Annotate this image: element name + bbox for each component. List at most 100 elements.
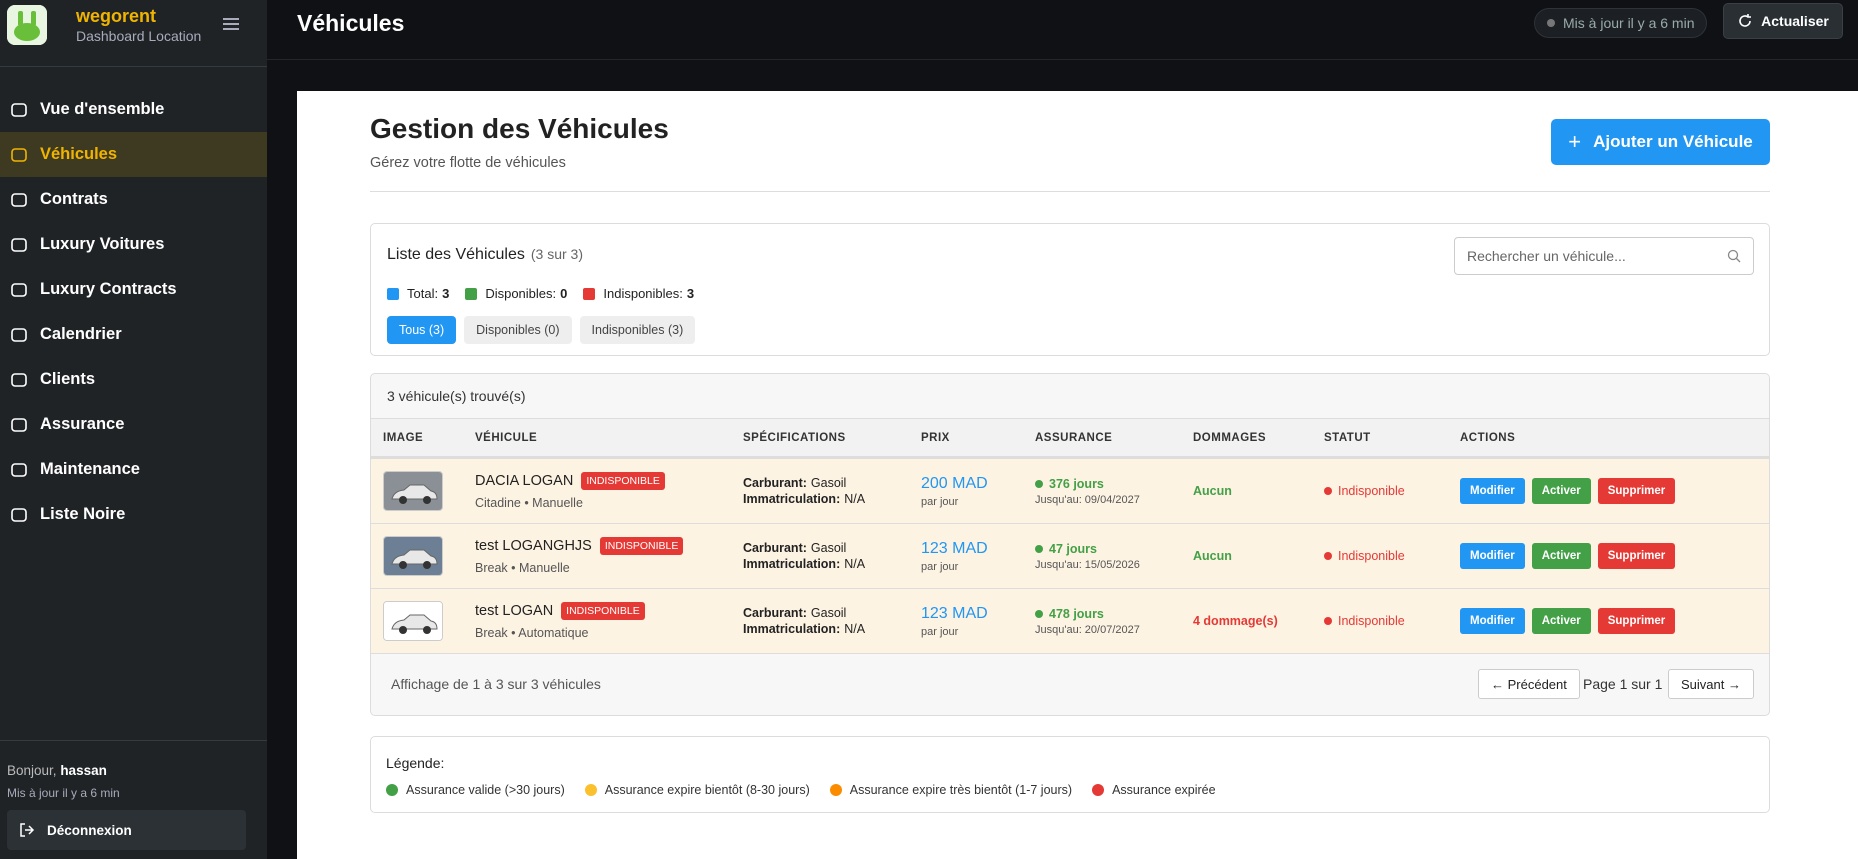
image-cell — [371, 471, 475, 511]
status-pill: Mis à jour il y a 6 min — [1534, 8, 1708, 38]
stat-value: 0 — [560, 286, 568, 301]
stat-value: 3 — [442, 286, 450, 301]
column-header: ASSURANCE — [1035, 431, 1113, 444]
stat-swatch — [387, 287, 399, 300]
image-cell — [371, 536, 475, 576]
action-button[interactable]: Supprimer — [1597, 543, 1676, 569]
table-row: DACIA LOGAN INDISPONIBLE Citadine • Manuel… — [371, 458, 1769, 523]
vehicle-sub: Citadine • Manuelle — [475, 496, 583, 510]
nav-item[interactable]: Calendrier — [0, 312, 267, 357]
column-header: STATUT — [1324, 431, 1371, 444]
price-unit: par jour — [921, 625, 959, 638]
spec-value: Gasoil — [810, 541, 847, 555]
action-button[interactable]: Activer — [1531, 478, 1591, 504]
nav-item[interactable]: Luxury Contracts — [0, 267, 267, 312]
insurance-line: 478 jours — [1035, 607, 1193, 621]
table-row: test LOGAN INDISPONIBLE Break • Automatiqu… — [371, 588, 1769, 653]
insurance-until: Jusqu'au: 20/07/2027 — [1035, 623, 1140, 636]
stat-label: Total: — [407, 286, 439, 301]
spec-line: Immatriculation: N/A — [743, 622, 921, 636]
legend-dot — [1092, 784, 1105, 796]
vehicle-sub: Break • Manuelle — [475, 561, 570, 575]
showing: Affichage de 1 à 3 sur 3 véhicules — [391, 676, 601, 692]
spec-cell: Carburant: Gasoil Immatriculation: N/A — [743, 476, 921, 506]
legend-item: Assurance expirée — [1092, 783, 1216, 797]
table-header: IMAGE VÉHICULE SPÉCIFICATIONS PRIX ASSURANCE… — [371, 418, 1769, 458]
spec-label: Immatriculation: — [743, 492, 841, 506]
vehicle-name-line: test LOGAN INDISPONIBLE — [475, 602, 743, 620]
action-button[interactable]: Activer — [1531, 543, 1591, 569]
nav-item[interactable]: Contrats — [0, 177, 267, 222]
legend-item: Assurance valide (>30 jours) — [386, 783, 565, 797]
action-button[interactable]: Modifier — [1460, 608, 1525, 634]
insurance-until: Jusqu'au: 09/04/2027 — [1035, 493, 1140, 506]
nav-item[interactable]: Maintenance — [0, 447, 267, 492]
spec-value: N/A — [844, 557, 866, 571]
nav-item[interactable]: Vue d'ensemble — [0, 87, 267, 132]
spec-value: N/A — [844, 492, 866, 506]
action-button[interactable]: Supprimer — [1597, 608, 1676, 634]
action-button[interactable]: Activer — [1531, 608, 1591, 634]
vehicle-image — [383, 536, 443, 576]
nav-item[interactable]: Liste Noire — [0, 492, 267, 537]
nav-label: Assurance — [40, 415, 125, 433]
legend-label: Assurance expire bientôt (8-30 jours) — [604, 783, 810, 797]
filter-button[interactable]: Indisponibles (3) — [579, 316, 696, 344]
sidebar: wegorent Dashboard Location Vue d'ensemb… — [0, 0, 267, 859]
menu-toggle[interactable] — [222, 16, 240, 32]
logout-button[interactable]: Déconnexion — [7, 810, 246, 850]
nav-item[interactable]: Assurance — [0, 402, 267, 447]
action-button[interactable]: Modifier — [1460, 478, 1525, 504]
nav-item[interactable]: Clients — [0, 357, 267, 402]
nav-label: Contrats — [40, 190, 108, 208]
updated: Mis à jour il y a 6 min — [7, 786, 120, 800]
legend-item: Assurance expire bientôt (8-30 jours) — [584, 783, 810, 797]
column-header: PRIX — [921, 431, 950, 444]
price-cell: 123 MAD par jour — [921, 605, 1035, 638]
nav-label: Calendrier — [40, 325, 122, 343]
image-cell — [371, 601, 475, 641]
filter-button[interactable]: Disponibles (0) — [464, 316, 572, 344]
status-text: Mis à jour il y a 6 min — [1563, 15, 1695, 31]
insurance-dot — [1035, 544, 1043, 553]
insurance-cell: 47 jours Jusqu'au: 15/05/2026 — [1035, 542, 1193, 571]
prev-button[interactable]: ← Précédent — [1478, 669, 1580, 699]
next-button[interactable]: Suivant → — [1668, 669, 1754, 699]
search-input[interactable]: Rechercher un véhicule... — [1454, 237, 1754, 275]
vehicle-cell: DACIA LOGAN INDISPONIBLE Citadine • Manuel… — [475, 472, 743, 510]
divider — [370, 191, 1770, 192]
action-button[interactable]: Modifier — [1460, 543, 1525, 569]
insurance-line: 47 jours — [1035, 542, 1193, 556]
spec-value: Gasoil — [810, 606, 847, 620]
spec-line: Immatriculation: N/A — [743, 557, 921, 571]
logo[interactable] — [7, 5, 47, 45]
topbar-title: Véhicules — [297, 10, 405, 36]
spec-line: Carburant: Gasoil — [743, 541, 921, 555]
status-dot — [1324, 552, 1332, 560]
list-title-text: Liste des Véhicules — [387, 246, 525, 263]
table-footer: Affichage de 1 à 3 sur 3 véhicules ← Pré… — [371, 653, 1769, 715]
legend-card: Légende: Assurance valide (>30 jours) Ass… — [370, 736, 1770, 813]
filter-button[interactable]: Tous (3) — [387, 316, 457, 344]
legend-label: Assurance expire très bientôt (1-7 jours… — [849, 783, 1073, 797]
table-body: DACIA LOGAN INDISPONIBLE Citadine • Manuel… — [371, 458, 1769, 653]
column-header: VÉHICULE — [475, 431, 538, 444]
status-cell: Indisponible — [1324, 549, 1460, 563]
nav-item[interactable]: Luxury Voitures — [0, 222, 267, 267]
spec-label: Carburant: — [743, 606, 807, 620]
status-cell: Indisponible — [1324, 614, 1460, 628]
action-button[interactable]: Supprimer — [1597, 478, 1676, 504]
price: 200 MAD — [921, 474, 988, 492]
nav-item[interactable]: Véhicules — [0, 132, 267, 177]
list-card: Liste des Véhicules (3 sur 3) Rechercher … — [370, 223, 1770, 356]
add-vehicle-button[interactable]: + Ajouter un Véhicule — [1551, 119, 1770, 165]
vehicle-name: DACIA LOGAN — [475, 473, 574, 489]
page-subtitle: Gérez votre flotte de véhicules — [370, 155, 566, 171]
stat: Total: 3 — [387, 286, 449, 301]
vehicle-name: test LOGAN — [475, 603, 554, 619]
refresh-label: Actualiser — [1761, 13, 1829, 29]
separator — [0, 66, 267, 67]
spec-line: Carburant: Gasoil — [743, 476, 921, 490]
legend-label: Assurance expirée — [1112, 783, 1216, 797]
refresh-button[interactable]: Actualiser — [1723, 3, 1843, 39]
